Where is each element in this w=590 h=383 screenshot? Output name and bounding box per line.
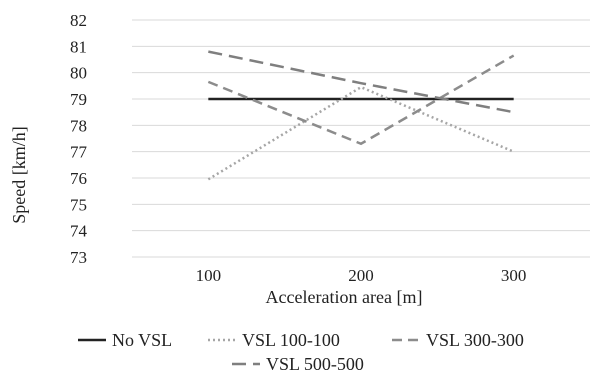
- series-line-vsl-500-500: [208, 50, 514, 114]
- y-tick-label: 80: [70, 64, 87, 83]
- y-tick-label: 76: [70, 169, 87, 188]
- series-line-vsl-300-300: [207, 54, 515, 146]
- x-tick-label: 300: [501, 266, 527, 285]
- gridlines: [132, 19, 590, 258]
- y-tick-label: 79: [70, 90, 87, 109]
- y-tick-label: 74: [70, 222, 88, 241]
- x-axis-ticks: 100 200 300: [196, 266, 527, 285]
- legend-label: VSL 300-300: [426, 330, 524, 350]
- legend-label: VSL 500-500: [266, 354, 364, 374]
- y-tick-label: 82: [70, 11, 87, 30]
- y-tick-label: 75: [70, 195, 87, 214]
- y-tick-label: 78: [70, 116, 87, 135]
- y-axis-ticks: 73 74 75 76 77 78 79 80 81 82: [70, 11, 88, 267]
- legend-label: No VSL: [112, 330, 172, 350]
- y-axis-label: Speed [km/h]: [9, 126, 29, 223]
- y-tick-label: 77: [70, 143, 88, 162]
- y-tick-label: 81: [70, 37, 87, 56]
- x-tick-label: 100: [196, 266, 222, 285]
- y-tick-label: 73: [70, 248, 87, 267]
- x-axis-label: Acceleration area [m]: [266, 287, 423, 307]
- series-lines: [207, 50, 515, 181]
- legend: No VSL VSL 100-100 VSL 300-300 VSL 500-500: [78, 330, 524, 374]
- legend-label: VSL 100-100: [242, 330, 340, 350]
- x-tick-label: 200: [348, 266, 374, 285]
